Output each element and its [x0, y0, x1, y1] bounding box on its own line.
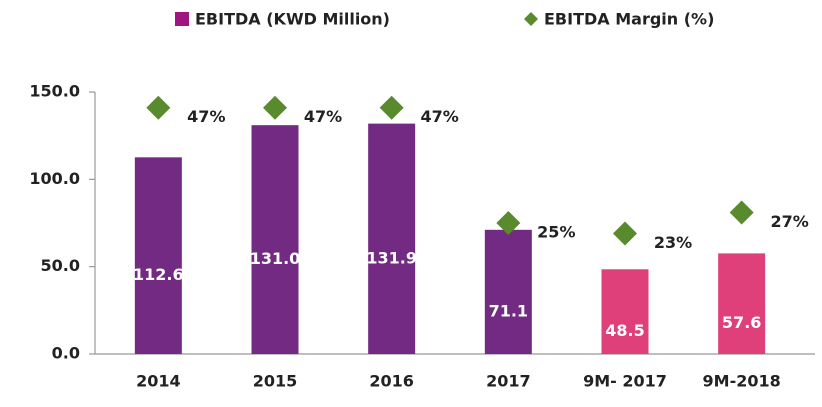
- bar-value-label: 48.5: [605, 321, 644, 340]
- y-tick-label: 50.0: [41, 256, 80, 275]
- x-tick-label: 9M- 2017: [583, 372, 667, 391]
- y-tick-label: 100.0: [29, 169, 80, 188]
- bar: [134, 157, 182, 354]
- bar-value-label: 131.9: [366, 248, 417, 267]
- margin-label: 27%: [771, 212, 809, 231]
- margin-label: 47%: [421, 107, 459, 126]
- legend-label: EBITDA (KWD Million): [195, 10, 390, 29]
- legend-label: EBITDA Margin (%): [544, 10, 714, 29]
- margin-marker: [496, 211, 521, 235]
- bar: [601, 269, 649, 354]
- margin-marker: [613, 221, 637, 246]
- margin-marker: [379, 95, 404, 120]
- margin-label: 47%: [304, 107, 342, 126]
- y-tick-label: 150.0: [29, 82, 80, 101]
- x-tick-label: 2015: [253, 372, 298, 391]
- legend-swatch: [524, 12, 538, 26]
- x-tick-label: 2014: [136, 372, 181, 391]
- margin-marker: [729, 200, 754, 225]
- bar: [368, 123, 416, 354]
- margin-label: 23%: [654, 233, 692, 252]
- legend-swatch: [175, 12, 189, 26]
- bar-value-label: 57.6: [722, 313, 761, 332]
- bar-value-label: 71.1: [489, 301, 528, 320]
- margin-label: 47%: [187, 107, 225, 126]
- bar: [251, 125, 299, 354]
- margin-marker: [263, 95, 287, 120]
- margin-marker: [146, 95, 171, 120]
- x-tick-label: 9M-2018: [703, 372, 781, 391]
- bar-value-label: 131.0: [250, 249, 301, 268]
- bar: [718, 253, 766, 354]
- x-tick-label: 2017: [486, 372, 531, 391]
- y-tick-label: 0.0: [52, 344, 80, 363]
- margin-label: 25%: [537, 223, 575, 242]
- bar: [484, 229, 532, 354]
- bar-value-label: 112.6: [133, 265, 184, 284]
- x-tick-label: 2016: [369, 372, 414, 391]
